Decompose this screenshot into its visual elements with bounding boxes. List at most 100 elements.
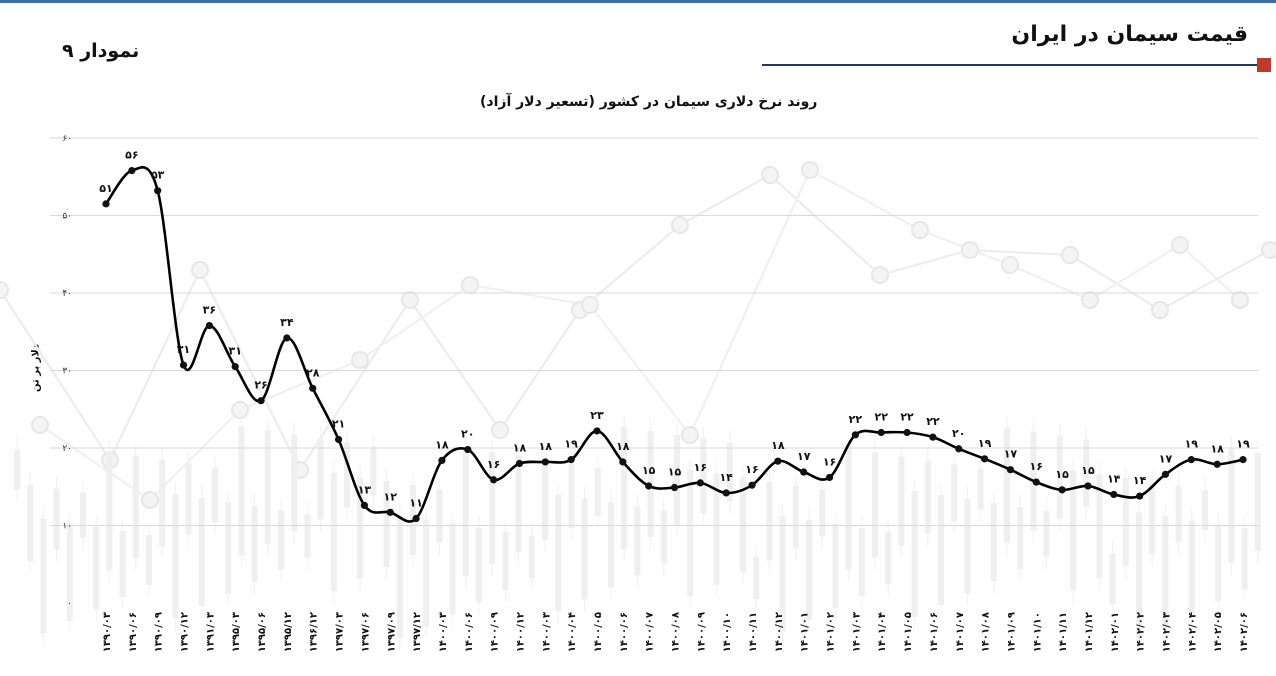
x-tick-label: ۱۴۰۲/۰۲ bbox=[1136, 612, 1147, 652]
x-tick-label: ۱۳۹۰/۰۶ bbox=[128, 612, 139, 652]
data-point bbox=[593, 427, 601, 435]
x-tick-label: ۱۳۹۷/۰۹ bbox=[386, 612, 397, 652]
x-tick-label: ۱۴۰۱/۰۸ bbox=[981, 612, 992, 652]
data-label: ۲۲ bbox=[926, 415, 940, 428]
x-tick-label: ۱۴۰۰/۰۵ bbox=[593, 612, 604, 652]
data-label: ۱۸ bbox=[539, 440, 553, 453]
data-label: ۱۴ bbox=[719, 471, 733, 484]
data-point bbox=[1161, 470, 1170, 478]
data-label: ۳۴ bbox=[280, 316, 294, 329]
data-point bbox=[670, 483, 679, 492]
data-point bbox=[800, 468, 808, 476]
data-point bbox=[619, 458, 627, 466]
data-point bbox=[438, 456, 446, 464]
data-label: ۳۱ bbox=[228, 345, 241, 358]
x-tick-label: ۱۴۰۰/۰۶ bbox=[464, 612, 475, 652]
data-label: ۵۱ bbox=[99, 182, 112, 195]
x-tick-label: ۱۴۰۰/۱۱ bbox=[748, 612, 759, 652]
x-tick-label: ۱۴۰۰/۱۲ bbox=[774, 612, 785, 652]
x-tick-label: ۱۳۹۷/۱۲ bbox=[412, 612, 423, 652]
data-label: ۱۹ bbox=[1236, 438, 1250, 451]
x-tick-label: ۱۴۰۱/۰۱ bbox=[800, 612, 811, 652]
data-point bbox=[128, 166, 136, 175]
x-tick-label: ۱۴۰۱/۱۰ bbox=[1032, 612, 1043, 652]
x-tick-label: ۱۳۹۵/۰۳ bbox=[231, 612, 242, 652]
data-label: ۲۱ bbox=[332, 417, 345, 430]
y-tick-label: ۰ bbox=[67, 599, 72, 609]
data-label: ۱۴ bbox=[1107, 473, 1121, 486]
data-point bbox=[412, 514, 420, 523]
data-point bbox=[903, 428, 911, 437]
data-point bbox=[386, 508, 394, 516]
data-point bbox=[929, 433, 937, 441]
data-point bbox=[980, 455, 989, 463]
x-tick-label: ۱۴۰۰/۰۷ bbox=[645, 612, 656, 652]
x-tick-label: ۱۴۰۰/۰۸ bbox=[671, 612, 682, 652]
data-point bbox=[283, 334, 291, 342]
x-tick-label: ۱۴۰۰/۰۴ bbox=[567, 612, 578, 652]
data-point bbox=[696, 479, 704, 487]
data-label: ۱۷ bbox=[1004, 448, 1018, 461]
title-marker bbox=[1257, 58, 1271, 72]
data-label: ۱۲ bbox=[384, 490, 398, 503]
data-label: ۱۶ bbox=[487, 458, 500, 471]
data-point bbox=[360, 501, 369, 509]
data-label: ۱۷ bbox=[1159, 452, 1173, 465]
data-label: ۲۶ bbox=[254, 379, 267, 392]
data-label: ۱۸ bbox=[435, 438, 449, 451]
data-label: ۱۶ bbox=[823, 455, 836, 468]
grid-lines bbox=[50, 137, 1258, 526]
data-point bbox=[334, 435, 343, 444]
x-tick-label: ۱۴۰۰/۰۹ bbox=[696, 612, 707, 652]
x-tick-label: ۱۳۹۰/۰۹ bbox=[154, 612, 165, 652]
data-label: ۳۶ bbox=[203, 304, 216, 317]
data-point bbox=[205, 321, 213, 330]
x-tick-label: ۱۳۹۶/۱۲ bbox=[309, 612, 320, 652]
x-tick-label: ۱۳۹۰/۱۲ bbox=[180, 612, 191, 652]
data-label: ۱۹ bbox=[1185, 438, 1199, 451]
data-point bbox=[231, 363, 239, 371]
page-title: قیمت سیمان در ایران bbox=[1011, 22, 1248, 47]
series-line bbox=[104, 166, 1244, 523]
data-label: ۱۸ bbox=[616, 440, 630, 453]
data-label: ۱۵ bbox=[642, 464, 656, 477]
x-tick-label: ۱۴۰۱/۱۲ bbox=[1084, 612, 1095, 652]
data-point bbox=[1187, 456, 1195, 464]
chart-number: نمودار ۹ bbox=[62, 40, 140, 62]
data-point bbox=[877, 428, 885, 437]
data-point bbox=[645, 482, 653, 490]
data-labels: ۵۱ ۵۶ ۵۳ ۳۱ ۳۶ ۳۱ ۲۶ ۳۴ ۲۸ ۲۱ ۱۳ ۱۲ ۱۱ ۱۸ ۲۰ ۱۶ ۱۸ ۱۸ ۱۹ ۲۳… bbox=[99, 149, 1250, 510]
x-tick-label: ۱۴۰۱/۰۹ bbox=[1006, 612, 1017, 652]
data-label: ۱۷ bbox=[797, 450, 811, 463]
x-tick-label: ۱۴۰۰/۱۲ bbox=[515, 612, 526, 652]
x-tick-label: ۱۴۰۱/۰۲ bbox=[826, 612, 837, 652]
x-tick-label: ۱۴۰۰/۱۰ bbox=[722, 612, 733, 652]
data-point bbox=[1032, 478, 1040, 486]
data-points bbox=[102, 166, 1247, 523]
data-point bbox=[541, 458, 549, 466]
data-label: ۱۵ bbox=[668, 466, 682, 479]
data-point bbox=[825, 473, 834, 482]
data-label: ۲۲ bbox=[849, 413, 863, 426]
x-tick-label: ۱۴۰۱/۰۴ bbox=[877, 612, 888, 652]
data-label: ۵۳ bbox=[151, 169, 165, 182]
data-label: ۵۶ bbox=[125, 149, 138, 162]
x-tick-label: ۱۴۰۱/۰۳ bbox=[851, 612, 862, 652]
data-label: ۲۲ bbox=[900, 411, 914, 424]
data-point bbox=[955, 445, 963, 453]
data-label: ۱۹ bbox=[978, 437, 992, 450]
y-tick-label: ۲۰ bbox=[62, 444, 72, 454]
data-point bbox=[464, 445, 472, 454]
x-tick-label: ۱۳۹۵/۱۲ bbox=[283, 612, 294, 652]
title-underline bbox=[762, 64, 1258, 66]
data-point bbox=[748, 481, 756, 489]
data-point bbox=[1213, 460, 1221, 468]
x-tick-label: ۱۳۹۱/۰۳ bbox=[205, 612, 216, 652]
x-tick-label: ۱۴۰۲/۰۱ bbox=[1110, 612, 1121, 652]
data-label: ۱۱ bbox=[409, 497, 422, 510]
y-tick-label: ۴۰ bbox=[62, 289, 72, 299]
data-label: ۳۱ bbox=[177, 343, 190, 356]
data-point bbox=[1058, 486, 1066, 494]
data-label: ۱۳ bbox=[358, 483, 372, 496]
